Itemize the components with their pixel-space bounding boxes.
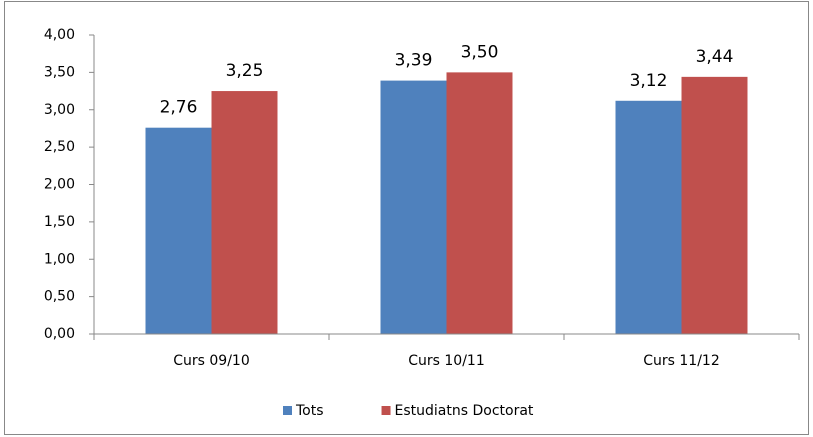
legend-swatch	[381, 406, 391, 415]
bar	[380, 80, 447, 334]
bar	[145, 127, 212, 334]
y-tick-label: 0,50	[44, 289, 75, 305]
x-tick-label: Curs 10/11	[408, 353, 485, 369]
legend-swatch	[283, 406, 292, 415]
data-label: 3,44	[696, 47, 734, 67]
data-label: 2,76	[160, 98, 198, 118]
y-tick-label: 0,00	[44, 326, 75, 342]
data-label: 3,12	[630, 71, 668, 91]
y-tick-label: 1,00	[44, 251, 75, 267]
y-tick-label: 2,00	[44, 177, 75, 193]
bar	[681, 76, 748, 335]
y-tick-label: 3,50	[44, 64, 75, 80]
y-tick-label: 2,50	[44, 139, 75, 155]
bar	[211, 91, 278, 334]
y-tick-label: 4,00	[44, 27, 75, 43]
data-label: 3,25	[226, 61, 264, 81]
legend-label: Estudiatns Doctorat	[395, 403, 534, 419]
x-tick-label: Curs 09/10	[173, 353, 250, 369]
data-label: 3,39	[395, 51, 433, 71]
y-tick-label: 1,50	[44, 214, 75, 230]
bar	[615, 100, 682, 334]
bar	[446, 72, 513, 334]
y-tick-label: 3,00	[44, 102, 75, 118]
data-label: 3,50	[461, 42, 499, 62]
x-tick-label: Curs 11/12	[643, 353, 720, 369]
legend-label: Tots	[295, 403, 324, 419]
